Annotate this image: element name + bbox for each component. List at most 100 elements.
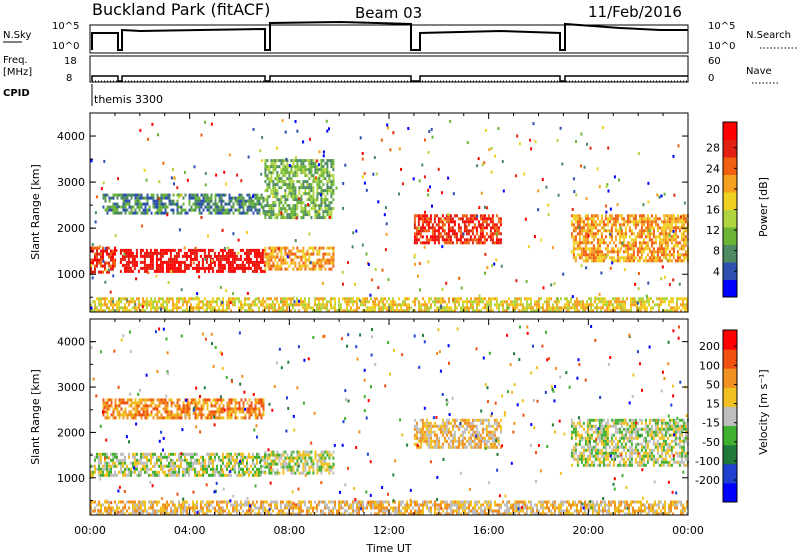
velocity-cell [266, 465, 269, 469]
power-cell [536, 303, 538, 307]
power-cell [220, 300, 222, 304]
power-cell [616, 259, 619, 263]
power-cell [128, 199, 131, 203]
power-cell [664, 250, 667, 254]
power-cell [453, 214, 456, 218]
power-cell [364, 297, 366, 301]
power-cell [104, 261, 106, 265]
power-cell [338, 306, 340, 310]
power-cell [630, 238, 633, 242]
power-cell [268, 297, 270, 301]
velocity-cell [222, 473, 224, 477]
velocity-cell [246, 410, 249, 414]
power-cell [228, 196, 231, 200]
power-cell [490, 309, 492, 313]
power-cell [296, 198, 299, 202]
power-cell [220, 211, 223, 215]
power-cell [644, 306, 646, 310]
power-cell [632, 214, 635, 218]
power-cell [304, 255, 307, 259]
cpid-label: CPID [3, 88, 30, 99]
velocity-cell [290, 450, 293, 454]
velocity-cell [172, 401, 175, 405]
power-cell [254, 196, 257, 200]
velocity-cell [212, 461, 214, 465]
power-cell [491, 217, 494, 221]
velocity-cell [160, 413, 163, 417]
power-cell [642, 220, 645, 224]
velocity-cell [162, 464, 164, 468]
velocity-cell [142, 410, 145, 414]
power-cell [228, 306, 230, 310]
velocity-cell [144, 413, 147, 417]
velocity-cell [318, 456, 321, 460]
velocity-cell [198, 407, 201, 411]
velocity-cell [276, 456, 279, 460]
power-scatter-cell [104, 268, 107, 272]
power-cell [330, 201, 333, 205]
power-cell [640, 256, 643, 260]
velocity-cell [200, 455, 202, 459]
power-cell [586, 300, 588, 304]
power-cell [467, 229, 470, 233]
power-cell [124, 303, 126, 307]
power-cell [138, 300, 140, 304]
power-cell [672, 217, 675, 221]
power-cell [272, 201, 275, 205]
velocity-cell [146, 452, 148, 456]
velocity-cell [170, 461, 172, 465]
power-cell [330, 186, 333, 190]
power-cell [650, 238, 653, 242]
power-cell [251, 260, 254, 264]
velocity-cell [100, 473, 102, 477]
power-cell [634, 303, 636, 307]
velocity-cell [238, 401, 241, 405]
power-cell [241, 263, 244, 267]
velocity-cell [216, 416, 219, 420]
velocity-cell [154, 404, 157, 408]
power-cell [493, 232, 496, 236]
power-cell [306, 264, 309, 268]
power-scatter-cell [594, 296, 597, 300]
power-cell [114, 303, 116, 307]
power-cell [406, 306, 408, 310]
power-cell [188, 193, 191, 197]
power-scatter-cell [94, 211, 97, 215]
power-cell [134, 202, 137, 206]
power-cell [384, 303, 386, 307]
power-cell [586, 303, 588, 307]
power-cell [608, 256, 611, 260]
power-cell [485, 223, 488, 227]
power-cell [158, 199, 161, 203]
power-cell [239, 266, 242, 270]
power-cell [660, 238, 663, 242]
power-scatter-cell [423, 175, 426, 179]
power-cell [94, 300, 96, 304]
power-cell [620, 232, 623, 236]
power-cell [300, 162, 303, 166]
power-cell [487, 235, 490, 239]
power-cell [544, 309, 546, 313]
power-cell [223, 257, 226, 261]
power-cell [676, 235, 679, 239]
power-cell [190, 297, 192, 301]
power-cell [610, 250, 613, 254]
power-cell [544, 300, 546, 304]
velocity-cell [300, 453, 303, 457]
power-cell [306, 258, 309, 262]
power-cell [630, 247, 633, 251]
power-cell [638, 241, 641, 245]
nsky-trace [91, 20, 688, 51]
power-cell [217, 266, 220, 270]
power-cell [445, 217, 448, 221]
power-cell [286, 216, 289, 220]
power-cell [670, 217, 673, 221]
power-cell [264, 261, 267, 265]
velocity-cell [114, 455, 116, 459]
power-cell [274, 246, 277, 250]
power-cell [592, 238, 595, 242]
power-cell [144, 208, 147, 212]
power-cell [270, 192, 273, 196]
power-cell [300, 255, 303, 259]
velocity-cell [284, 459, 287, 463]
